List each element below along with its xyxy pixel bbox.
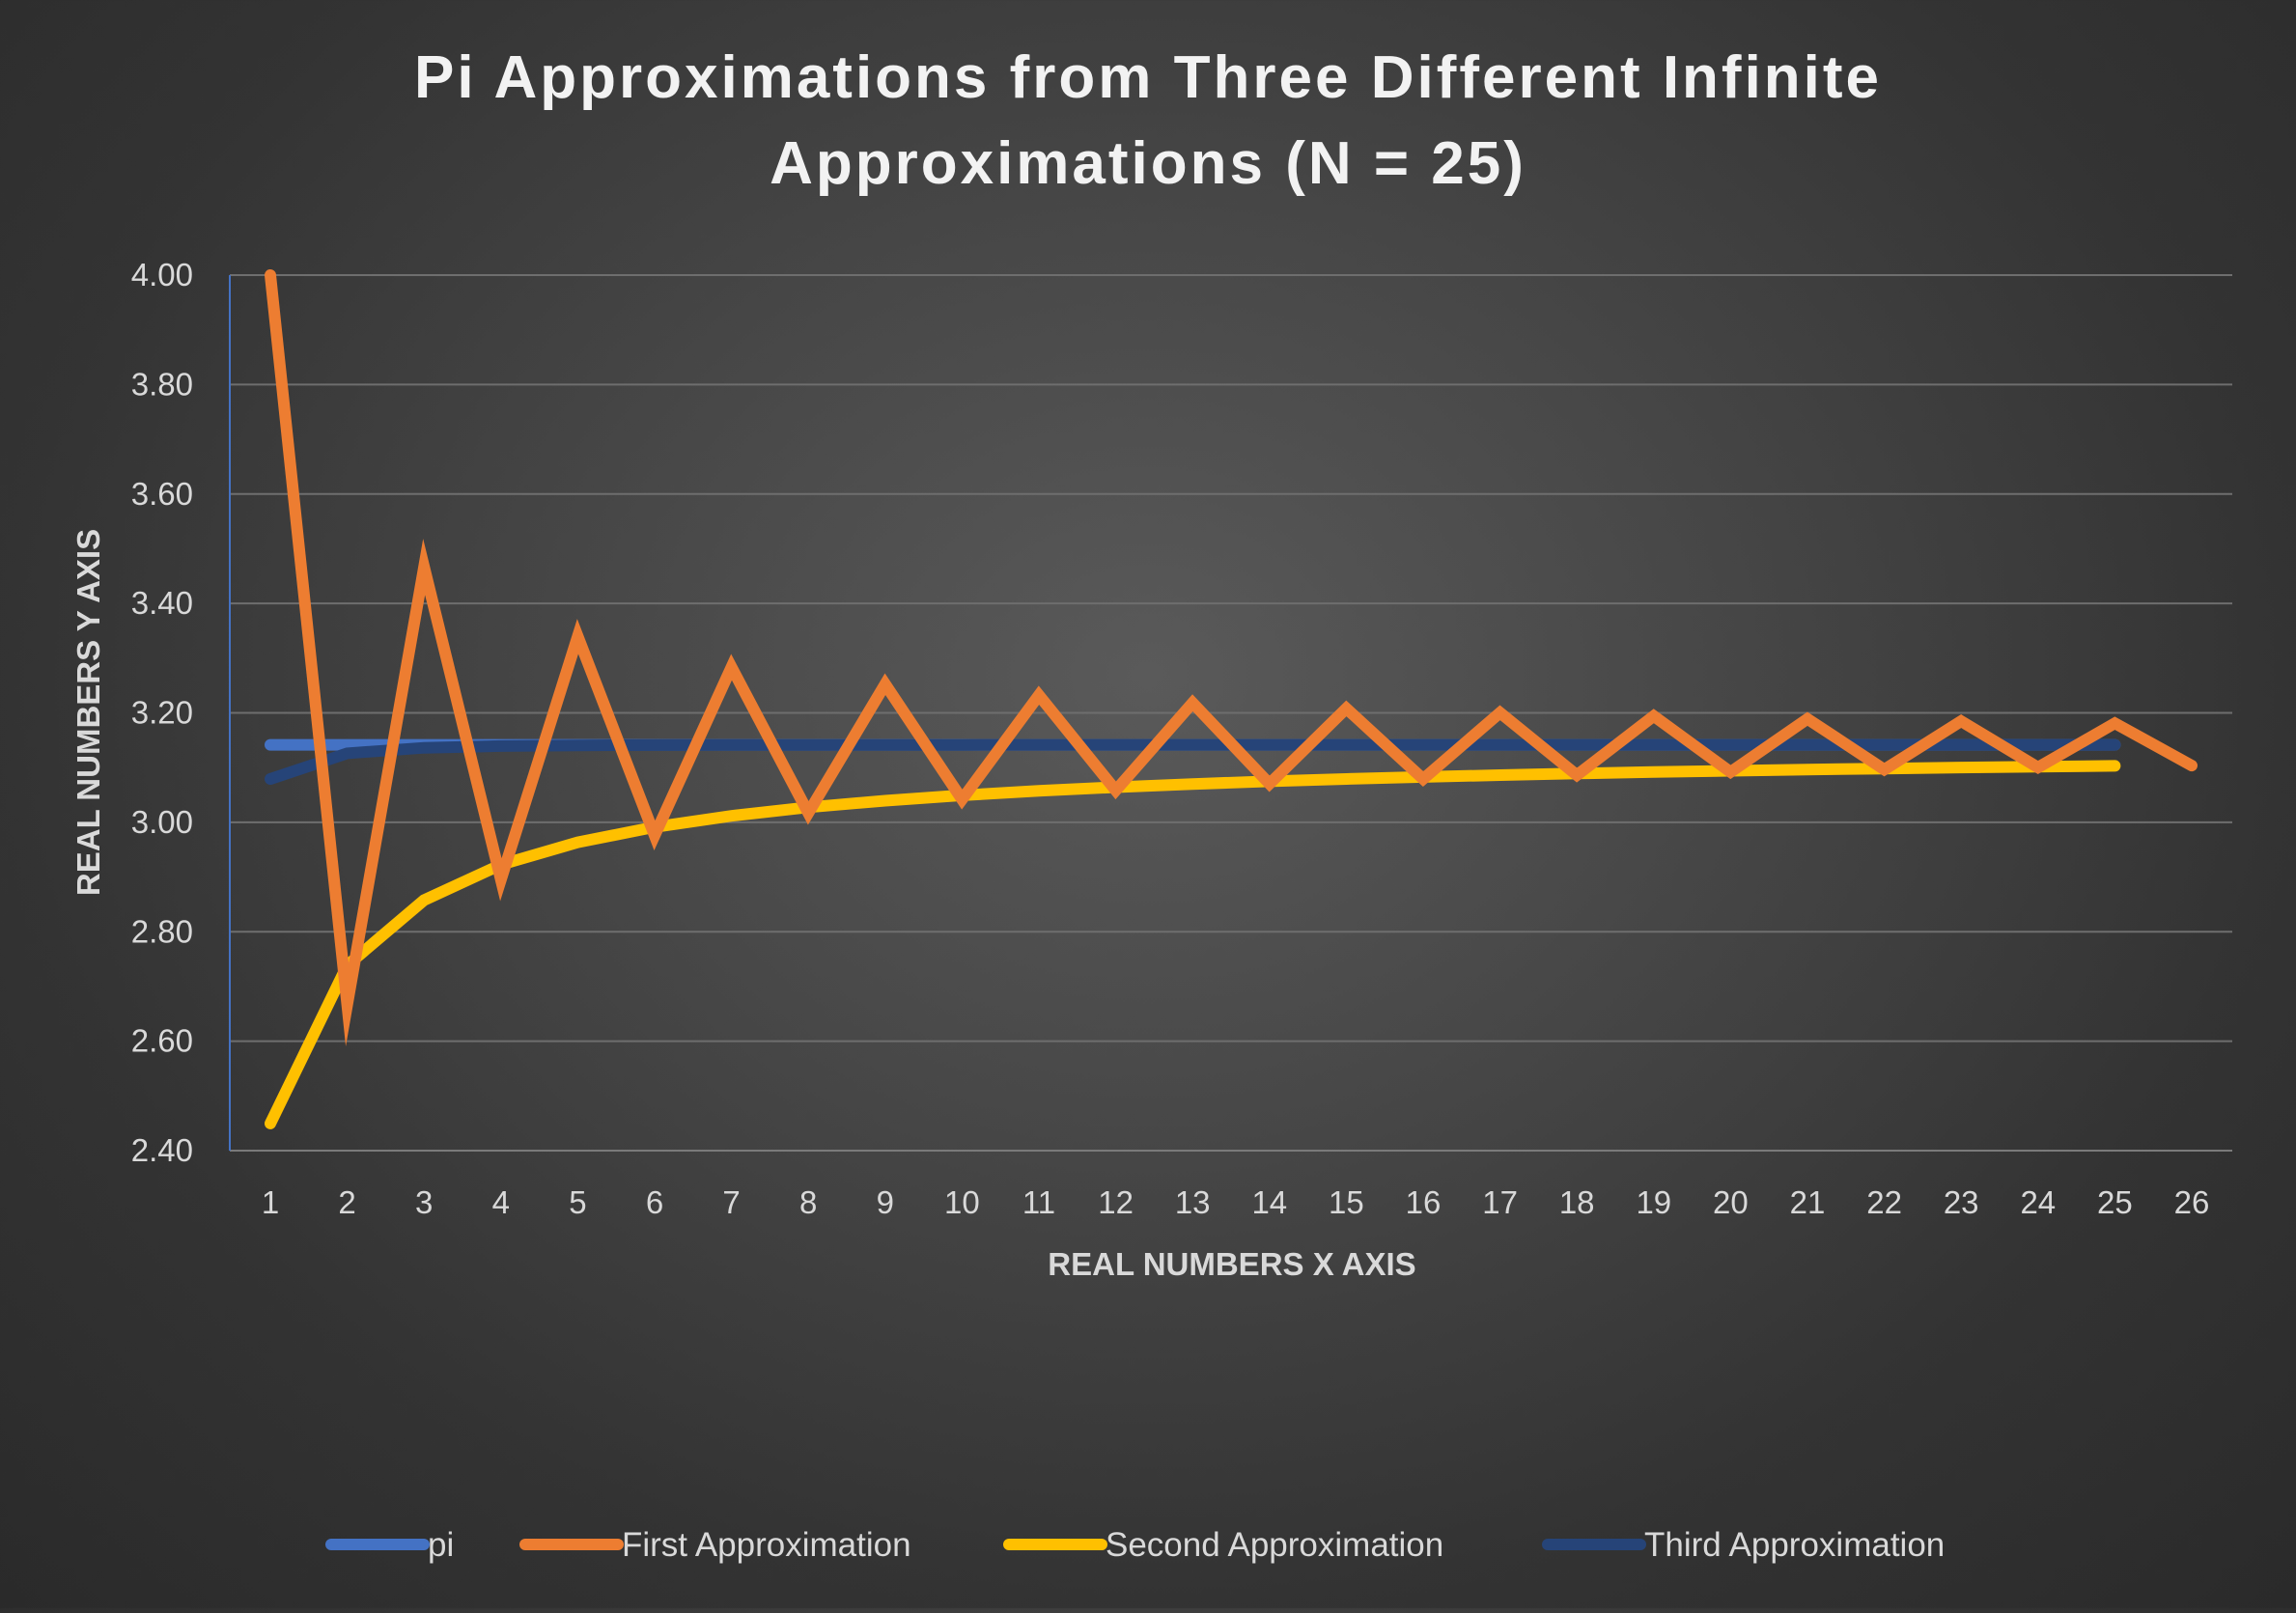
legend-label-third-approximation: Third Approximation bbox=[1644, 1526, 1945, 1564]
axes bbox=[229, 275, 2232, 1152]
y-tick-label: 3.20 bbox=[131, 695, 193, 731]
x-tick-label: 2 bbox=[338, 1184, 355, 1220]
y-tick-label: 2.40 bbox=[131, 1132, 193, 1168]
legend-label-second-approximation: Second Approximation bbox=[1106, 1526, 1443, 1564]
y-tick-label: 2.60 bbox=[131, 1023, 193, 1059]
x-tick-label: 7 bbox=[722, 1184, 740, 1220]
series-line-third-approximation bbox=[265, 738, 2121, 785]
x-axis-title: REAL NUMBERS X AXIS bbox=[1048, 1246, 1415, 1282]
x-tick-label: 19 bbox=[1636, 1184, 1671, 1220]
chart-title-line-1: Pi Approximations from Three Different I… bbox=[414, 44, 1882, 111]
x-tick-label: 24 bbox=[2020, 1184, 2056, 1220]
y-tick-label: 3.80 bbox=[131, 366, 193, 402]
y-tick-label: 3.60 bbox=[131, 476, 193, 512]
x-tick-label: 22 bbox=[1866, 1184, 1902, 1220]
x-tick-label: 9 bbox=[877, 1184, 894, 1220]
x-tick-label: 21 bbox=[1790, 1184, 1826, 1220]
series-lines bbox=[265, 269, 2198, 1129]
y-tick-label: 3.00 bbox=[131, 804, 193, 840]
x-tick-label: 23 bbox=[1944, 1184, 1979, 1220]
x-tick-label: 14 bbox=[1251, 1184, 1287, 1220]
y-tick-label: 2.80 bbox=[131, 913, 193, 949]
y-tick-label: 3.40 bbox=[131, 585, 193, 621]
x-tick-label: 20 bbox=[1713, 1184, 1749, 1220]
gridlines bbox=[230, 274, 2232, 1043]
series-line-first-approximation bbox=[265, 269, 2198, 1046]
x-tick-label: 11 bbox=[1022, 1184, 1055, 1220]
y-tick-label: 4.00 bbox=[131, 257, 193, 292]
series-line-second-approximation bbox=[265, 760, 2121, 1129]
x-tick-label: 12 bbox=[1098, 1184, 1134, 1220]
x-tick-label: 18 bbox=[1559, 1184, 1595, 1220]
x-tick-labels: 1 2 3 4 5 6 7 8 9 10 11 12 13 14 15 16 17 18 19 20 21 22 23 24 2… bbox=[262, 1184, 2210, 1220]
legend: pi First Approximation Second Approximatio… bbox=[325, 1526, 1945, 1564]
x-tick-label: 8 bbox=[799, 1184, 817, 1220]
x-tick-label: 15 bbox=[1329, 1184, 1364, 1220]
x-tick-label: 3 bbox=[415, 1184, 433, 1220]
x-tick-label: 26 bbox=[2174, 1184, 2210, 1220]
x-tick-label: 6 bbox=[646, 1184, 663, 1220]
x-tick-label: 1 bbox=[262, 1184, 279, 1220]
x-tick-label: 10 bbox=[944, 1184, 980, 1220]
x-tick-label: 17 bbox=[1482, 1184, 1518, 1220]
y-axis-title: REAL NUMBERS Y AXIS bbox=[70, 529, 106, 896]
chart-title-line-2: Approximations (N = 25) bbox=[770, 130, 1526, 197]
x-tick-label: 16 bbox=[1406, 1184, 1442, 1220]
x-tick-label: 4 bbox=[492, 1184, 510, 1220]
x-tick-label: 13 bbox=[1175, 1184, 1211, 1220]
y-tick-labels: 2.40 2.60 2.80 3.00 3.20 3.40 3.60 3.80 4.00 bbox=[131, 257, 193, 1168]
legend-label-first-approximation: First Approximation bbox=[622, 1526, 911, 1564]
legend-label-pi: pi bbox=[428, 1526, 454, 1564]
x-tick-label: 5 bbox=[569, 1184, 586, 1220]
x-tick-label: 25 bbox=[2097, 1184, 2133, 1220]
